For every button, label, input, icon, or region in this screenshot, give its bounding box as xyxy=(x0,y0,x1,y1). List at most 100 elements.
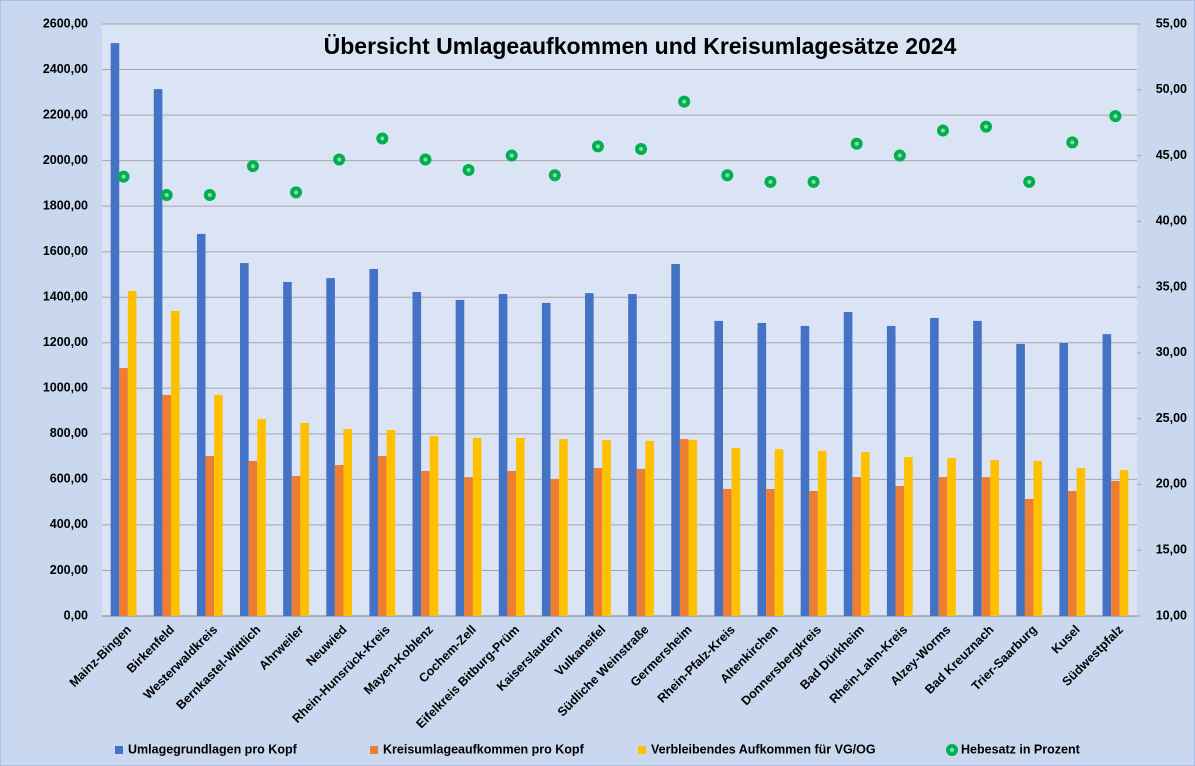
marker-part xyxy=(1113,114,1118,119)
bar xyxy=(860,452,870,616)
y2-tick-label: 50,00 xyxy=(1156,82,1187,96)
bar xyxy=(947,457,956,616)
scatter-point xyxy=(333,153,346,166)
bar xyxy=(1111,480,1120,616)
bar xyxy=(257,419,266,616)
bar xyxy=(628,294,637,616)
y-tick-label: 1600,00 xyxy=(43,244,88,258)
marker-part xyxy=(423,157,428,162)
marker-part xyxy=(380,136,385,141)
scatter-point xyxy=(1023,175,1036,188)
y-tick-label: 400,00 xyxy=(50,517,88,531)
bar xyxy=(343,429,353,616)
bar xyxy=(378,455,387,616)
bar xyxy=(800,325,810,616)
bar xyxy=(585,293,594,616)
bar xyxy=(1076,468,1086,616)
bar xyxy=(498,294,508,616)
bar xyxy=(421,470,430,616)
marker-part xyxy=(639,146,644,151)
legend-label: Hebesatz in Prozent xyxy=(961,742,1081,756)
bar xyxy=(1102,334,1112,616)
scatter-point xyxy=(376,132,389,145)
bar xyxy=(843,312,853,616)
y2-tick-label: 25,00 xyxy=(1156,411,1187,425)
scatter-point xyxy=(764,175,777,188)
y-tick-label: 200,00 xyxy=(50,563,88,577)
y2-tick-label: 40,00 xyxy=(1156,214,1187,228)
marker-part xyxy=(984,124,989,129)
bar xyxy=(1119,470,1129,616)
y-tick-label: 2200,00 xyxy=(43,107,88,121)
scatter-point xyxy=(419,153,432,166)
bar xyxy=(1016,343,1025,616)
bar xyxy=(300,422,309,616)
bar xyxy=(714,320,724,616)
marker-part xyxy=(1070,140,1075,145)
y-tick-label: 2600,00 xyxy=(43,16,88,30)
bar xyxy=(429,436,439,616)
bar xyxy=(679,439,689,616)
legend-swatch xyxy=(115,746,123,754)
marker-part xyxy=(595,144,600,149)
bar xyxy=(507,470,516,616)
marker-part xyxy=(725,173,730,178)
y2-tick-label: 35,00 xyxy=(1156,279,1187,293)
bar xyxy=(973,320,982,616)
bar xyxy=(326,278,335,616)
marker-part xyxy=(164,193,169,198)
bar xyxy=(240,263,249,616)
y-tick-label: 1400,00 xyxy=(43,290,88,304)
scatter-point xyxy=(548,169,561,182)
marker-part xyxy=(552,173,557,178)
scatter-point xyxy=(807,175,820,188)
bar xyxy=(515,437,525,616)
marker-part xyxy=(294,190,299,195)
y-tick-label: 2400,00 xyxy=(43,62,88,76)
scatter-point xyxy=(850,137,863,150)
bar xyxy=(852,477,861,616)
bar xyxy=(981,477,991,616)
marker-part xyxy=(466,168,471,173)
bar xyxy=(248,460,258,616)
bar xyxy=(170,310,180,616)
bar xyxy=(688,439,698,616)
bar xyxy=(817,450,827,616)
bar xyxy=(455,299,465,616)
scatter-point xyxy=(1066,136,1079,149)
legend-marker-center xyxy=(950,748,954,752)
marker-part xyxy=(121,174,126,179)
bar xyxy=(464,477,473,616)
bar xyxy=(559,439,568,616)
bar xyxy=(412,291,422,616)
bar xyxy=(196,233,206,616)
bar xyxy=(1024,498,1034,616)
bar xyxy=(809,490,818,616)
scatter-point xyxy=(462,164,475,177)
scatter-point xyxy=(635,142,648,155)
bar xyxy=(369,268,379,616)
scatter-point xyxy=(1109,110,1122,123)
scatter-point xyxy=(505,149,518,162)
bar xyxy=(766,488,775,616)
scatter-point xyxy=(290,186,303,199)
bar xyxy=(291,475,301,616)
scatter-point xyxy=(980,120,993,133)
bar xyxy=(541,302,551,616)
legend-label: Verbleibendes Aufkommen für VG/OG xyxy=(651,742,876,756)
bar xyxy=(127,291,137,616)
bar xyxy=(153,89,163,617)
bar xyxy=(930,317,939,616)
legend-swatch xyxy=(370,746,378,754)
marker-part xyxy=(509,153,514,158)
bar xyxy=(774,449,784,616)
y2-tick-label: 10,00 xyxy=(1156,608,1187,622)
bar xyxy=(731,447,741,616)
y2-tick-label: 20,00 xyxy=(1156,477,1187,491)
bar xyxy=(593,468,603,616)
bar xyxy=(334,465,344,616)
marker-part xyxy=(940,128,945,133)
y2-tick-label: 15,00 xyxy=(1156,543,1187,557)
bar xyxy=(757,322,767,616)
